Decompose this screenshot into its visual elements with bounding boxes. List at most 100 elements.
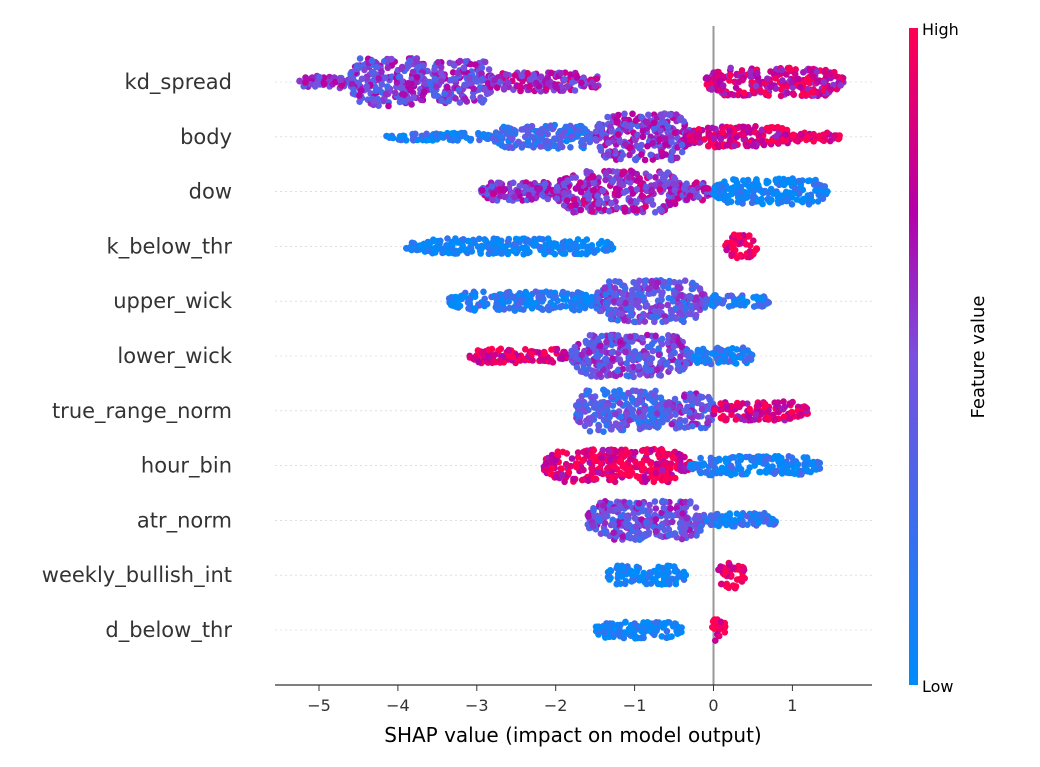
- shap-point: [692, 311, 700, 319]
- shap-point: [824, 188, 831, 195]
- shap-point: [557, 139, 564, 147]
- shap-point: [537, 356, 545, 364]
- shap-point: [549, 359, 557, 366]
- shap-point: [658, 296, 665, 304]
- shap-point: [553, 183, 561, 191]
- shap-point: [819, 195, 827, 202]
- shap-point: [629, 168, 636, 176]
- shap-point: [671, 395, 679, 403]
- shap-point: [616, 356, 624, 363]
- shap-point: [772, 75, 779, 82]
- shap-point: [644, 119, 651, 126]
- shap-point: [746, 453, 753, 461]
- shap-point: [832, 72, 839, 80]
- shap-point: [635, 355, 643, 363]
- shap-point: [752, 123, 759, 130]
- shap-point: [595, 422, 603, 430]
- shap-point: [633, 199, 640, 206]
- shap-point: [651, 391, 658, 399]
- shap-point: [583, 250, 590, 258]
- shap-point: [702, 299, 710, 307]
- shap-point: [685, 310, 693, 317]
- shap-point: [804, 86, 812, 93]
- shap-point: [639, 127, 647, 135]
- shap-point: [604, 406, 611, 414]
- shap-point: [659, 466, 666, 474]
- shap-point: [583, 236, 591, 243]
- shap-point: [650, 125, 658, 133]
- shap-point: [530, 300, 538, 307]
- shap-point: [567, 462, 575, 470]
- shap-point: [723, 402, 731, 410]
- shap-point: [630, 318, 638, 326]
- shap-point: [568, 455, 576, 462]
- shap-point: [633, 283, 640, 290]
- shap-point: [638, 460, 645, 468]
- shap-point: [609, 355, 616, 363]
- shap-point: [701, 136, 708, 143]
- shap-point: [714, 181, 721, 189]
- shap-point: [497, 133, 505, 141]
- shap-point: [820, 78, 828, 86]
- shap-point: [804, 75, 811, 82]
- shap-point: [437, 133, 444, 141]
- shap-point: [772, 177, 780, 184]
- shap-point: [501, 143, 509, 151]
- shap-point: [615, 422, 622, 430]
- shap-point: [762, 456, 769, 464]
- shap-point: [512, 235, 520, 243]
- shap-point: [474, 243, 482, 250]
- shap-point: [755, 401, 763, 409]
- shap-point: [580, 466, 587, 474]
- shap-point: [647, 151, 654, 159]
- shap-point: [380, 97, 387, 105]
- shap-point: [535, 293, 542, 301]
- shap-point: [408, 101, 415, 108]
- shap-point: [554, 450, 561, 457]
- shap-point: [637, 388, 645, 396]
- shap-point: [831, 132, 838, 139]
- shap-point: [681, 277, 689, 285]
- shap-point: [677, 115, 685, 122]
- shap-point: [385, 102, 392, 110]
- shap-point: [631, 348, 639, 355]
- shap-point: [519, 78, 526, 85]
- shap-point: [541, 250, 548, 258]
- shap-point: [480, 86, 488, 93]
- shap-point: [493, 302, 500, 310]
- shap-point: [659, 497, 666, 505]
- shap-point: [746, 232, 753, 239]
- shap-point: [523, 244, 531, 252]
- shap-point: [740, 194, 747, 201]
- shap-point: [576, 411, 584, 419]
- shap-point: [526, 237, 533, 245]
- shap-point: [550, 142, 558, 150]
- shap-point: [602, 169, 610, 177]
- shap-point: [602, 241, 609, 248]
- shap-point: [756, 86, 764, 94]
- shap-point: [791, 70, 799, 78]
- shap-point: [455, 86, 463, 93]
- shap-point: [501, 84, 508, 92]
- shap-point: [621, 140, 629, 148]
- shap-point: [596, 517, 603, 525]
- shap-point: [623, 523, 631, 530]
- shap-point: [616, 399, 624, 407]
- shap-point: [763, 414, 770, 421]
- shap-point: [595, 240, 603, 248]
- shap-point: [802, 404, 809, 411]
- shap-point: [596, 362, 603, 370]
- shap-point: [628, 396, 636, 403]
- shap-point: [525, 292, 533, 300]
- shap-point: [662, 318, 670, 325]
- shap-point: [778, 66, 786, 74]
- shap-point: [708, 301, 715, 309]
- shap-point: [703, 349, 710, 357]
- shap-point: [602, 176, 609, 184]
- shap-point: [626, 144, 634, 151]
- shap-point: [456, 57, 464, 65]
- shap-point: [744, 176, 752, 184]
- shap-point: [698, 406, 706, 413]
- shap-point: [537, 73, 545, 80]
- shap-point: [561, 76, 568, 83]
